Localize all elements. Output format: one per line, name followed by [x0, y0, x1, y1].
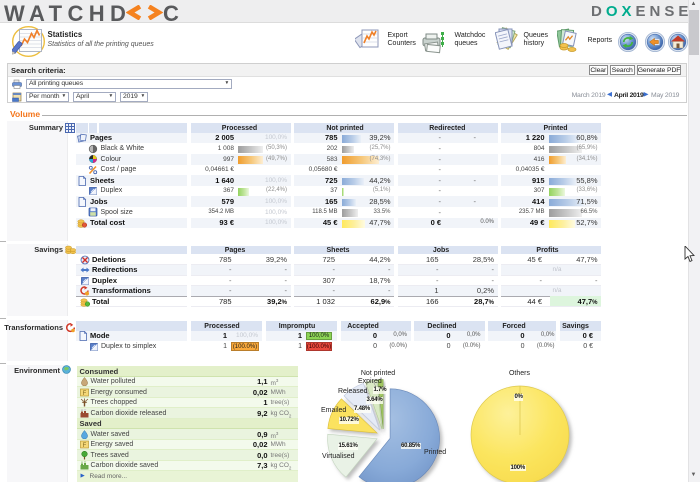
svg-text:F: F	[82, 391, 86, 397]
svg-text:F: F	[82, 443, 86, 449]
